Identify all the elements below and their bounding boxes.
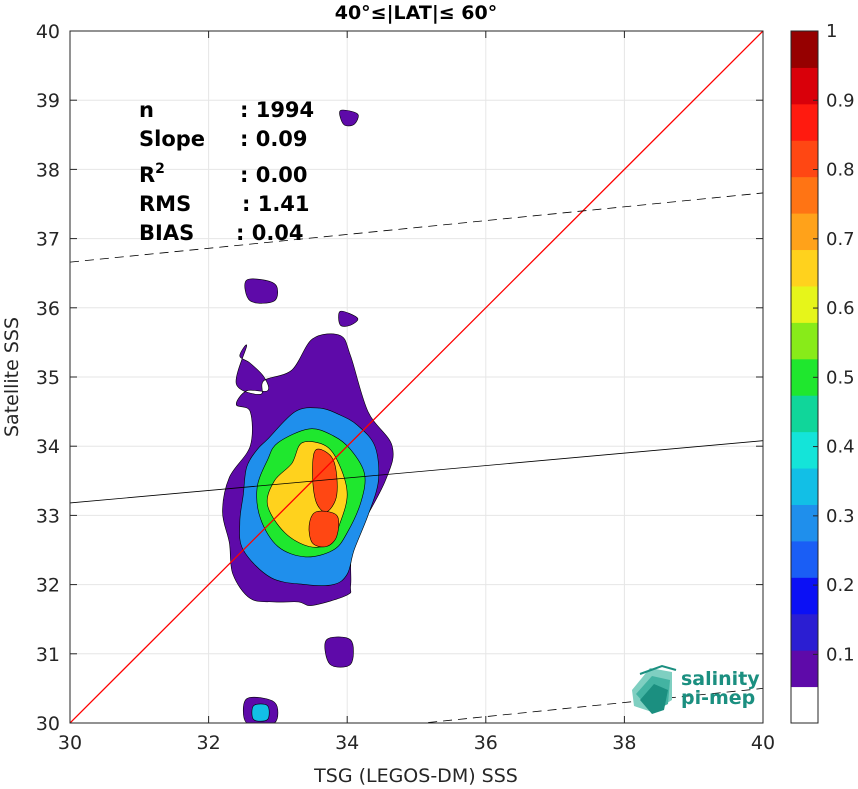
colorbar-segment [791,67,818,105]
x-tick-label: 34 [335,732,359,754]
y-tick-label: 34 [36,436,60,458]
colorbar-tick-label: 0.8 [826,160,855,181]
logo-line1: salinity [681,668,760,690]
density-contour [308,510,340,548]
y-tick-label: 35 [36,367,60,389]
colorbar-tick-label: 0.3 [826,506,855,527]
x-tick-label: 32 [197,732,221,754]
colorbar-segment [791,31,818,68]
axis-ticks: 30 32 34 36 38 40 30 31 32 33 34 35 36 37 38 39 40 [36,21,775,754]
x-tick-label: 38 [612,732,636,754]
colorbar-segment [791,395,818,433]
y-tick-label: 38 [36,159,60,181]
colorbar-segment [791,249,818,287]
stat-name: RMS [139,192,191,216]
density-contour [244,278,278,304]
stat-name: n [139,98,154,122]
colorbar-segment [791,322,818,360]
stat-superscript: 2 [155,161,165,177]
y-tick-label: 39 [36,90,60,112]
salinity-pimep-logo: salinity pi-mep [632,664,760,714]
colorbar-segment [791,285,818,323]
colorbar-tick-label: 1 [826,21,837,42]
colorbar-tick-label: 0.4 [826,437,855,458]
colorbar-tick-label: 0.2 [826,575,855,596]
upper-bound-line [70,192,763,263]
x-tick-label: 30 [58,732,82,754]
colorbar-segment [791,540,818,578]
identity-line [70,31,763,723]
logo-line2: pi-mep [681,687,755,709]
regression-line [70,440,763,504]
colorbar-tick-label: 0.7 [826,229,855,250]
stat-value: : 0.00 [240,163,308,187]
y-tick-label: 40 [36,21,60,43]
colorbar-segment [791,103,818,141]
x-axis-title: TSG (LEGOS-DM) SSS [313,765,518,787]
x-tick-label: 40 [751,732,775,754]
colorbar-segment [791,650,818,688]
colorbar-segment [791,431,818,469]
density-contour [338,310,359,327]
y-axis-title: Satellite SSS [1,317,23,437]
stat-name: BIAS [139,221,194,245]
colorbar-tick-label: 0.6 [826,298,855,319]
stat-value: : 0.04 [236,221,304,245]
colorbar-tick-label: 0.9 [826,90,855,111]
colorbar: 0.1 0.2 0.3 0.4 0.5 0.6 0.7 0.8 0.9 1 [790,21,855,724]
stat-value: : 1.41 [242,192,310,216]
grid-lines [69,30,764,724]
y-tick-label: 36 [36,298,60,320]
colorbar-segment [791,577,818,615]
colorbar-segment [791,176,818,214]
stat-name: Slope [139,127,205,151]
colorbar-segment [791,213,818,251]
stat-value: : 1994 [240,98,314,122]
colorbar-segment [791,504,818,542]
colorbar-segment [791,613,818,651]
density-contour [324,636,354,668]
logo-emblem [632,664,677,714]
y-tick-label: 32 [36,575,60,597]
y-tick-label: 37 [36,229,60,251]
x-tick-label: 36 [474,732,498,754]
y-tick-label: 30 [36,713,60,735]
stat-value: : 0.09 [240,127,308,151]
colorbar-segment [791,686,818,724]
density-contour [251,703,270,722]
density-contour [339,109,359,127]
y-tick-label: 31 [36,644,60,666]
colorbar-segment [791,140,818,178]
colorbar-tick-label: 0.1 [826,644,855,665]
y-tick-label: 33 [36,505,60,527]
fit-lines [70,31,763,723]
density-contours [222,109,394,723]
chart-title: 40°≤|LAT|≤ 60° [335,2,498,24]
colorbar-segment [791,468,818,505]
colorbar-tick-label: 0.5 [826,367,855,388]
